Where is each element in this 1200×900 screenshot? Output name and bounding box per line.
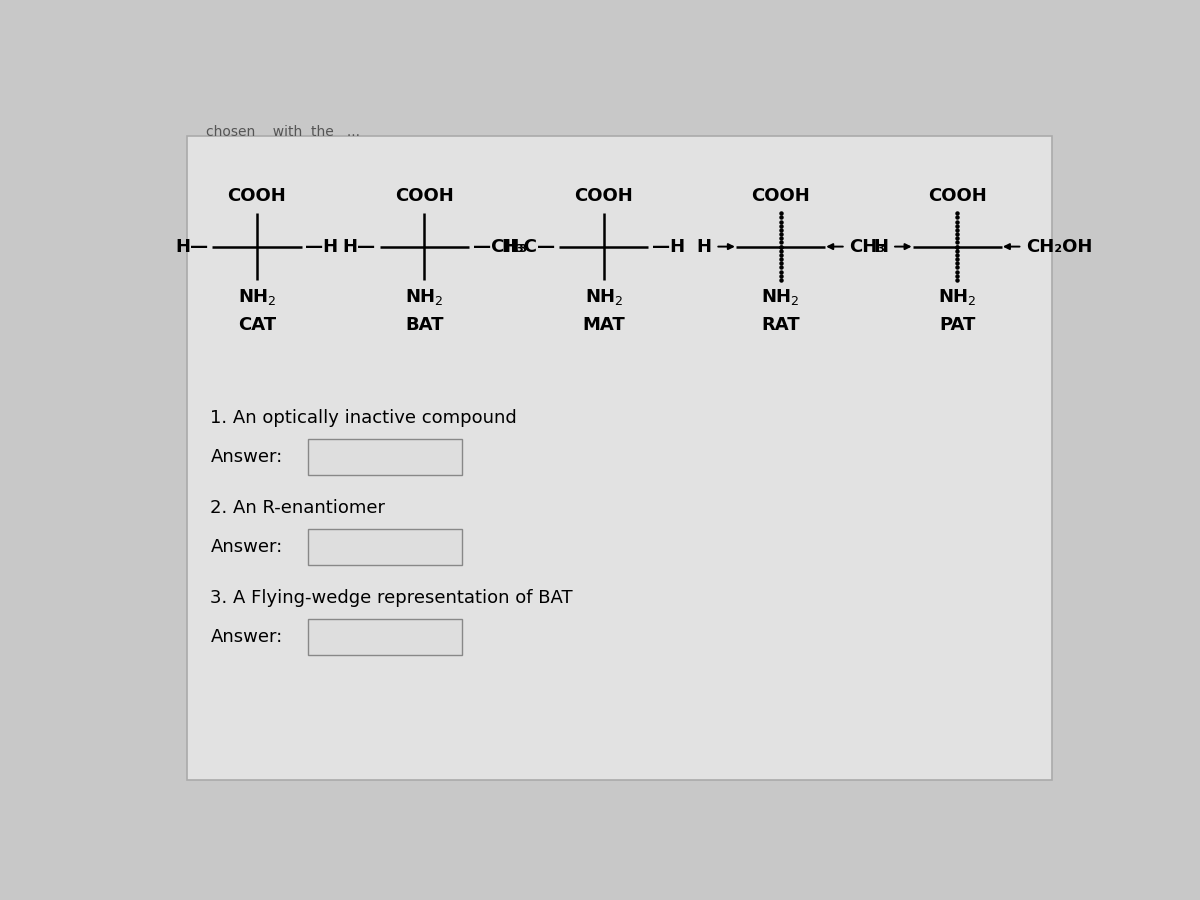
Text: MAT: MAT bbox=[582, 316, 625, 334]
Text: H₃C—: H₃C— bbox=[502, 238, 556, 256]
Text: RAT: RAT bbox=[761, 316, 800, 334]
Text: H: H bbox=[874, 238, 888, 256]
Text: CH₂OH: CH₂OH bbox=[1026, 238, 1092, 256]
FancyBboxPatch shape bbox=[187, 136, 1052, 780]
Text: NH$_2$: NH$_2$ bbox=[406, 287, 444, 307]
Text: NH$_2$: NH$_2$ bbox=[761, 287, 800, 307]
Text: Answer:: Answer: bbox=[210, 628, 283, 646]
FancyBboxPatch shape bbox=[308, 529, 462, 565]
Text: —CH₃: —CH₃ bbox=[473, 238, 527, 256]
Text: COOH: COOH bbox=[395, 187, 454, 205]
FancyBboxPatch shape bbox=[308, 439, 462, 475]
Text: 2. An R-enantiomer: 2. An R-enantiomer bbox=[210, 499, 385, 517]
Text: 1. An optically inactive compound: 1. An optically inactive compound bbox=[210, 409, 517, 427]
Text: H—: H— bbox=[343, 238, 376, 256]
Text: chosen    with  the   ...: chosen with the ... bbox=[206, 125, 360, 140]
Text: CH₃: CH₃ bbox=[850, 238, 886, 256]
Text: 3. A Flying-wedge representation of BAT: 3. A Flying-wedge representation of BAT bbox=[210, 589, 574, 607]
Text: COOH: COOH bbox=[751, 187, 810, 205]
Text: Answer:: Answer: bbox=[210, 538, 283, 556]
Text: NH$_2$: NH$_2$ bbox=[238, 287, 276, 307]
Text: —H: —H bbox=[653, 238, 685, 256]
FancyBboxPatch shape bbox=[308, 619, 462, 655]
Text: BAT: BAT bbox=[406, 316, 444, 334]
Text: NH$_2$: NH$_2$ bbox=[584, 287, 623, 307]
Text: H—: H— bbox=[175, 238, 209, 256]
Text: COOH: COOH bbox=[928, 187, 986, 205]
Text: H: H bbox=[697, 238, 712, 256]
Text: NH$_2$: NH$_2$ bbox=[938, 287, 977, 307]
Text: COOH: COOH bbox=[575, 187, 634, 205]
Text: PAT: PAT bbox=[940, 316, 976, 334]
Text: Answer:: Answer: bbox=[210, 448, 283, 466]
Text: COOH: COOH bbox=[228, 187, 287, 205]
Text: CAT: CAT bbox=[238, 316, 276, 334]
Text: —H: —H bbox=[305, 238, 338, 256]
